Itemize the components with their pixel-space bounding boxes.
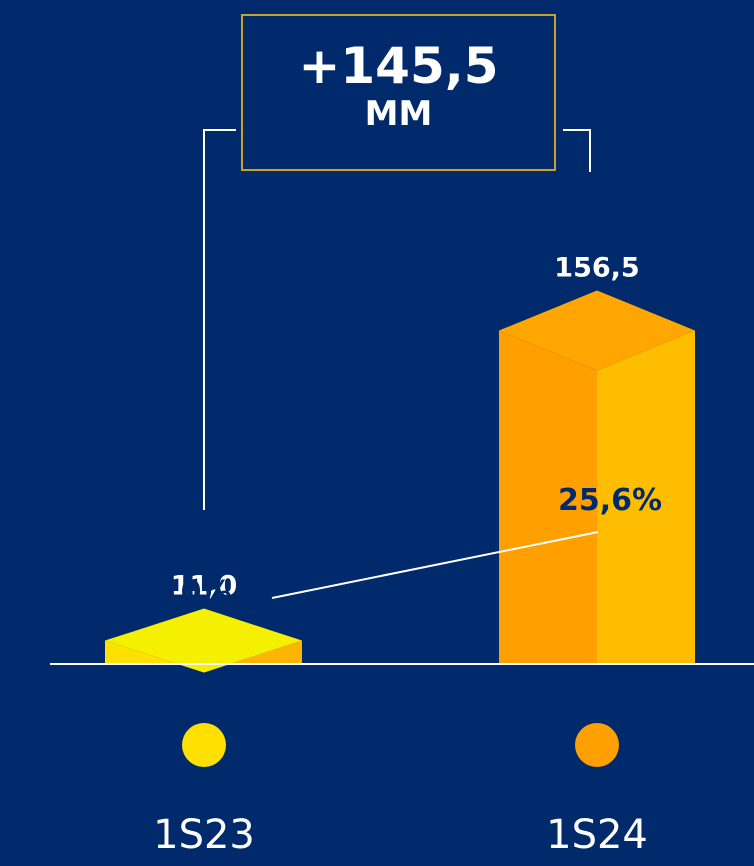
delta-unit: MM <box>364 94 433 134</box>
bar-1S24-top-face <box>499 290 695 371</box>
delta-box: +145,5 MM <box>241 14 556 171</box>
legend-marker-1S24 <box>575 723 619 767</box>
bar-1S23-top-face <box>105 608 302 673</box>
value-label-1S23: 11,0 <box>171 571 238 602</box>
delta-value: +145,5 <box>298 37 499 95</box>
percent-label-1S24: 25,6% <box>558 483 662 518</box>
bar-1S24-right-face <box>597 330 695 664</box>
legend-marker-1S23 <box>182 723 226 767</box>
delta-bracket-left <box>203 129 236 510</box>
bar-1S24-left-face <box>499 330 597 664</box>
value-label-1S24: 156,5 <box>554 253 639 284</box>
bars-group <box>105 290 695 673</box>
category-label-1S24: 1S24 <box>546 812 648 858</box>
labels-group: 11,0 156,5 2,0% 25,6% <box>148 253 662 611</box>
percent-connector-line <box>271 531 599 599</box>
percent-label-1S23: 2,0% <box>148 575 231 610</box>
category-label-1S23: 1S23 <box>153 812 255 858</box>
markers-group <box>182 723 619 767</box>
delta-bracket-right <box>563 129 591 172</box>
